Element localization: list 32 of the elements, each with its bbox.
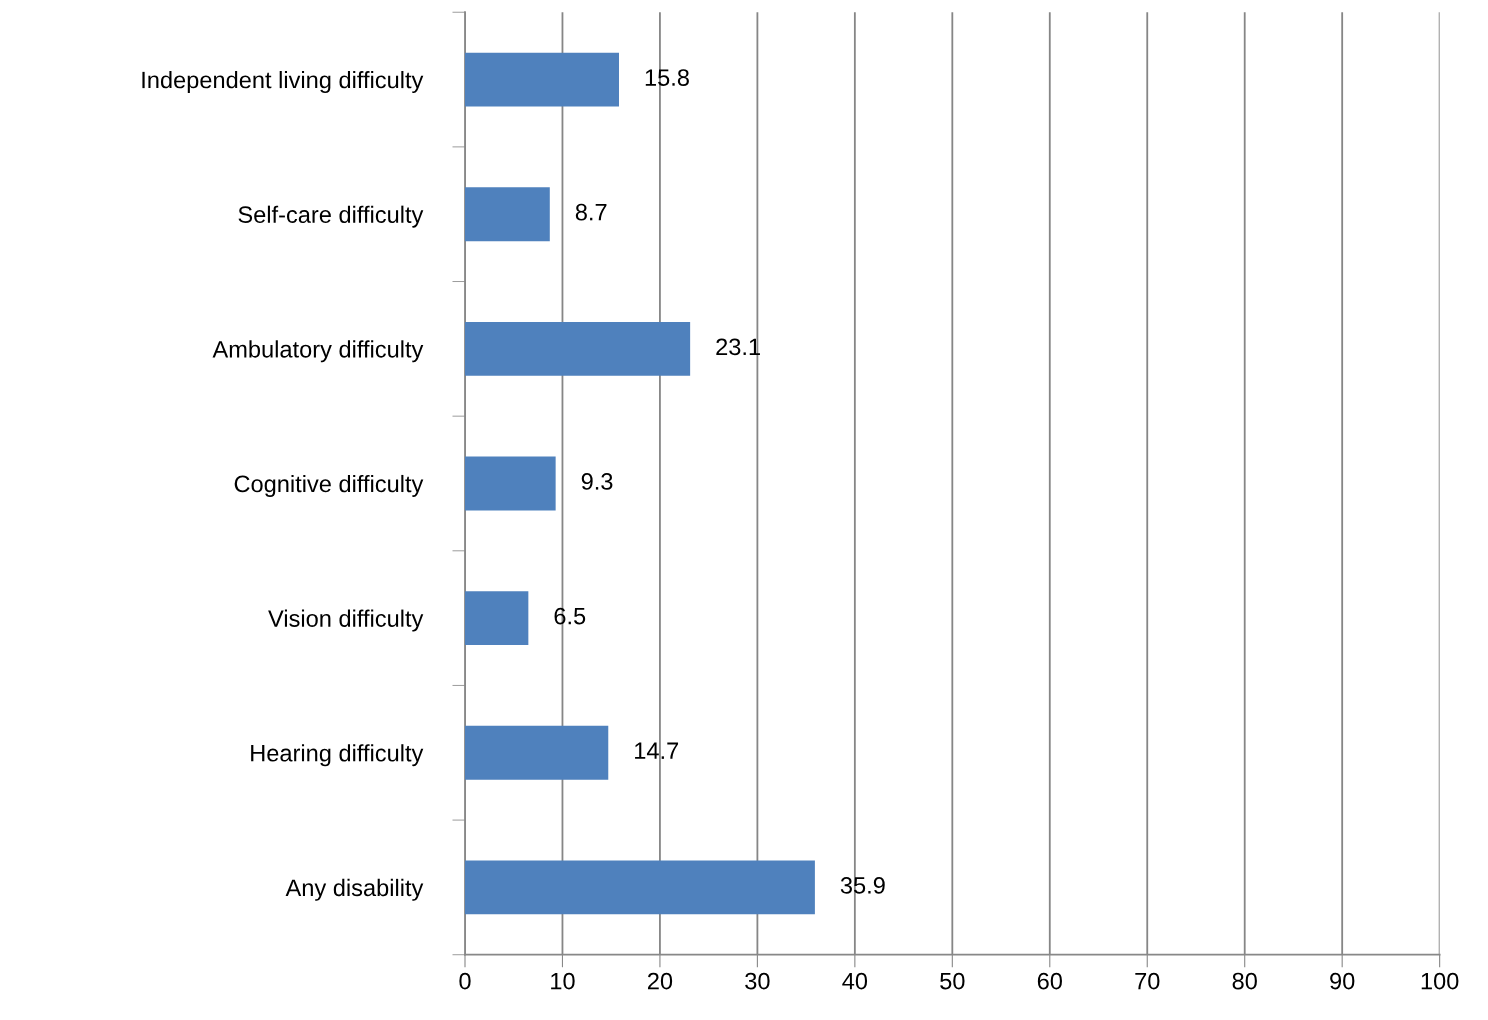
- y-tick-label: Cognitive difficulty: [234, 474, 424, 497]
- x-tick-label: 30: [745, 972, 770, 990]
- y-tick-label: Independent living difficulty: [142, 71, 424, 94]
- x-tick-label: 50: [940, 972, 965, 990]
- bar: [465, 725, 609, 780]
- x-tick-label: 70: [1135, 972, 1160, 990]
- data-label: 6.5: [554, 607, 586, 625]
- y-tick-label: Vision difficulty: [268, 609, 424, 632]
- x-tick-label: 90: [1330, 972, 1355, 990]
- data-label: 23.1: [716, 338, 760, 356]
- data-label: 35.9: [840, 877, 885, 894]
- x-tick-label: 20: [647, 972, 673, 990]
- bar: [465, 321, 691, 376]
- data-label: 14.7: [635, 742, 679, 759]
- bar: [465, 187, 550, 242]
- x-tick-label: 10: [551, 972, 575, 990]
- bar: [465, 52, 619, 107]
- bar: [465, 456, 556, 511]
- y-tick-label: Self-care difficulty: [238, 205, 424, 228]
- bar: [465, 591, 529, 646]
- y-tick-label: Hearing difficulty: [251, 744, 424, 767]
- bar: [465, 860, 815, 915]
- x-tick-label: 0: [459, 972, 471, 990]
- data-label: 15.8: [645, 69, 689, 86]
- x-tick-label: 80: [1232, 972, 1257, 990]
- x-tick-label: 40: [842, 972, 868, 990]
- x-tick-label: 60: [1037, 972, 1062, 990]
- y-tick-label: Ambulatory difficulty: [212, 340, 424, 363]
- x-tick-label: 100: [1421, 972, 1459, 990]
- data-label: 9.3: [581, 473, 613, 490]
- data-label: 8.7: [575, 203, 607, 221]
- y-tick-label: Any disability: [285, 878, 424, 901]
